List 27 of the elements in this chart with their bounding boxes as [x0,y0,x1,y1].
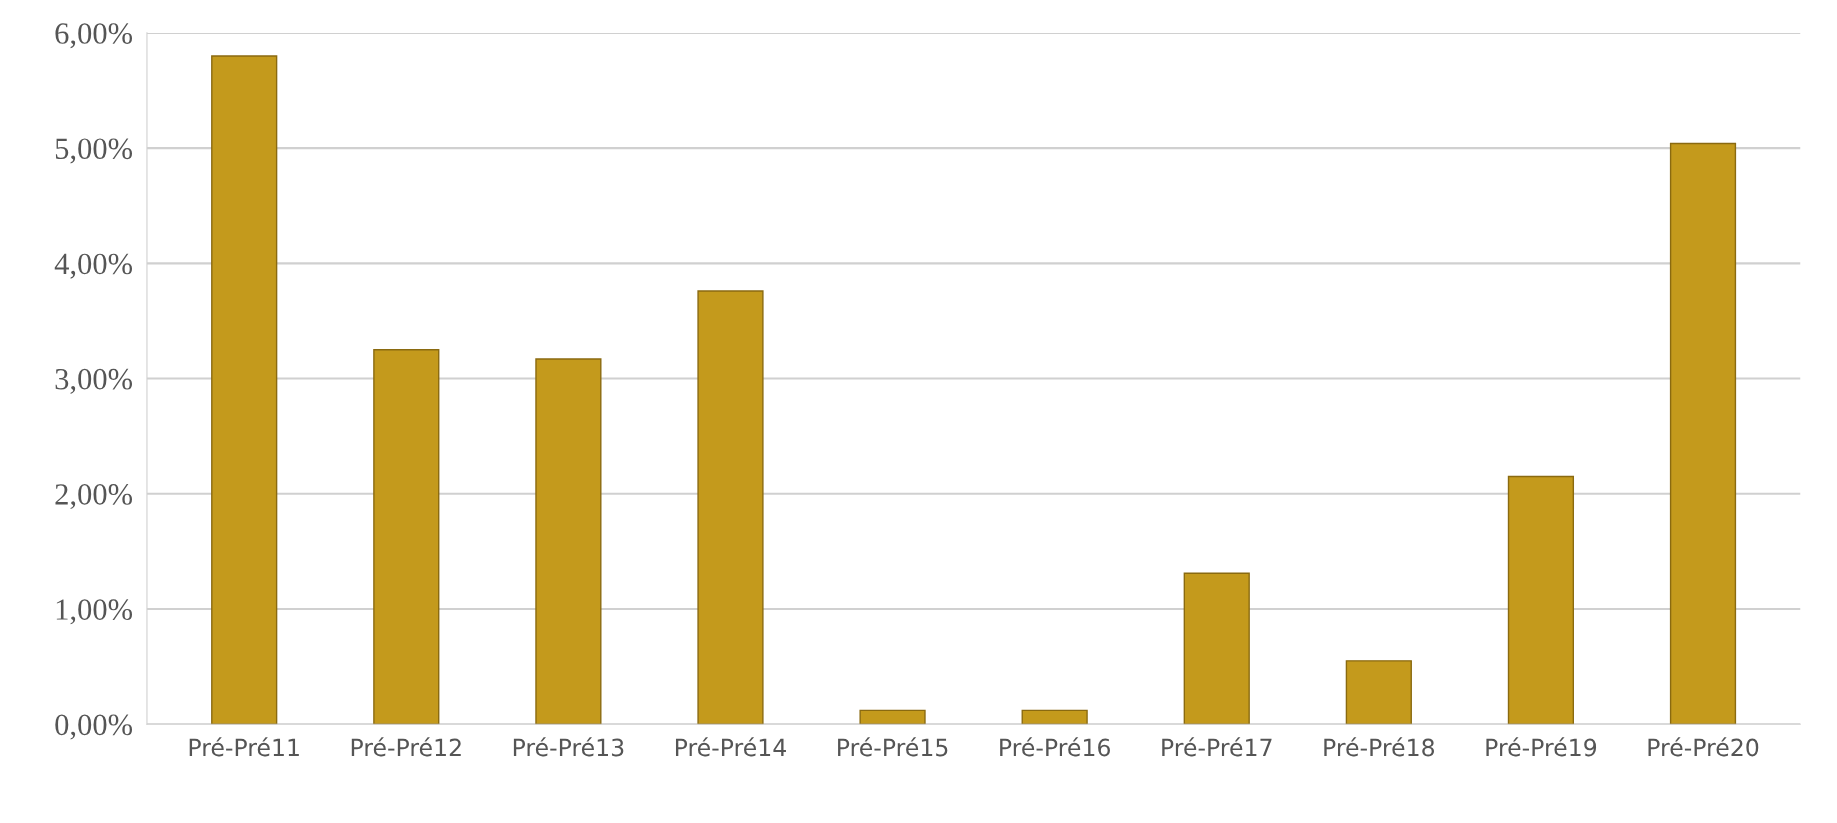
bar [1183,572,1250,725]
x-tick-label: Pré-Pré16 [1000,737,1110,757]
bar [373,349,440,725]
x-tick-label: Pré-Pré19 [1486,737,1597,757]
bar [859,709,926,725]
x-tick-label: Pré-Pré15 [838,737,948,757]
bar [1507,475,1575,725]
bar [1345,660,1412,725]
bar [1669,142,1737,725]
y-tick-label: 2,00% [55,484,133,510]
y-tick-label: 0,00% [55,714,133,740]
y-tick-label: 3,00% [55,368,133,394]
y-tick-label: 6,00% [55,23,133,49]
y-tick-label: 5,00% [55,138,133,164]
x-tick-label: Pré-Pré12 [351,737,461,757]
x-tick-label: Pré-Pré13 [513,737,624,757]
bar [535,358,602,725]
x-tick-label: Pré-Pré14 [675,737,786,757]
bar [1021,709,1088,725]
y-tick-label: 1,00% [56,599,133,625]
bar [211,55,278,725]
y-tick-label: 4,00% [54,253,133,279]
x-tick-label: Pré-Pré18 [1324,737,1435,757]
x-tick-label: Pré-Pré11 [189,737,299,757]
bar [697,290,764,725]
x-tick-label: Pré-Pré17 [1162,737,1272,757]
x-tick-label: Pré-Pré20 [1648,737,1759,757]
